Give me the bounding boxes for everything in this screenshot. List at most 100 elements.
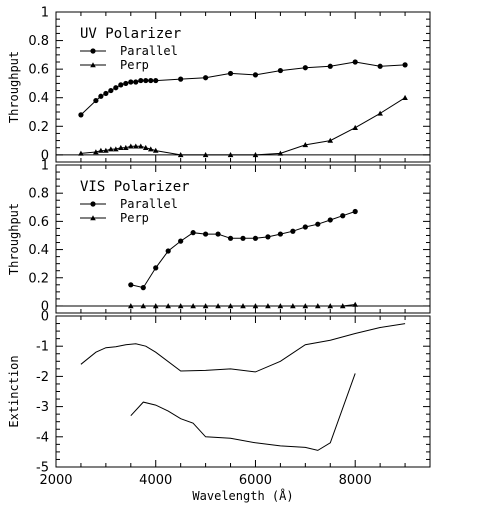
y-tick-label: 0.8 — [28, 34, 49, 49]
data-point — [252, 152, 259, 158]
data-point — [93, 149, 99, 155]
data-point — [78, 150, 84, 156]
data-point — [178, 238, 184, 244]
data-point — [215, 303, 221, 309]
data-point — [265, 303, 271, 309]
series-2 — [128, 301, 358, 309]
data-point — [123, 80, 129, 87]
series-1 — [78, 59, 408, 118]
y-tick-label: 0.2 — [28, 271, 49, 286]
data-point — [138, 77, 144, 84]
data-point — [118, 82, 124, 88]
data-point — [202, 303, 209, 309]
legend-marker — [90, 201, 96, 207]
data-point — [177, 152, 184, 158]
y-axis-label: Extinction — [7, 355, 21, 427]
data-point — [177, 303, 184, 309]
data-point — [302, 224, 308, 230]
y-tick-label: 0.4 — [28, 243, 49, 258]
y-tick-label: 0 — [41, 299, 49, 314]
series-line — [80, 323, 406, 373]
data-point — [190, 230, 196, 236]
data-point — [103, 90, 109, 97]
data-point — [113, 146, 119, 152]
data-point — [227, 70, 234, 77]
data-point — [178, 76, 184, 82]
data-point — [227, 152, 234, 158]
data-point — [402, 62, 408, 68]
legend-marker — [90, 48, 96, 54]
data-point — [377, 63, 383, 69]
y-axis-label: Throughput — [7, 51, 21, 123]
series-1 — [80, 323, 406, 373]
data-point — [327, 303, 334, 309]
legend-marker — [90, 215, 96, 221]
data-point — [118, 144, 124, 150]
data-point — [140, 285, 146, 291]
plot-frame — [55, 164, 431, 314]
data-point — [128, 79, 134, 85]
data-point — [315, 303, 321, 309]
data-point — [140, 303, 147, 309]
series-1 — [128, 208, 358, 291]
data-point — [240, 303, 246, 309]
data-point — [302, 303, 309, 309]
x-tick-label: 2000 — [39, 473, 72, 488]
data-point — [128, 143, 134, 149]
data-point — [352, 208, 358, 215]
x-axis-label: Wavelength (Å) — [192, 488, 293, 503]
data-point — [108, 146, 114, 152]
data-point — [78, 112, 84, 118]
uv-polarizer-panel: 0 0.2 0.4 0.6 0.8 1 Throughput UV Polarizer Para… — [7, 6, 431, 163]
data-point — [103, 147, 109, 153]
series-2 — [78, 94, 408, 158]
y-tick-label: 0 — [41, 310, 49, 325]
legend-marker — [90, 62, 96, 68]
data-point — [277, 231, 283, 237]
data-point — [252, 72, 259, 78]
y-axis-label: Throughput — [7, 203, 21, 275]
y-tick-label: -4 — [36, 430, 49, 445]
data-point — [277, 67, 283, 74]
y-tick-label: 1 — [41, 159, 49, 174]
data-point — [148, 77, 154, 84]
data-point — [203, 231, 209, 237]
x-tick-label: 6000 — [239, 473, 272, 488]
data-point — [98, 93, 104, 99]
data-point — [377, 110, 383, 116]
data-point — [128, 282, 134, 288]
data-point — [327, 217, 333, 223]
series-line — [130, 211, 356, 289]
data-point — [165, 303, 171, 309]
y-tick-label: 0 — [41, 148, 49, 163]
data-point — [302, 142, 309, 148]
data-point — [147, 146, 154, 152]
y-tick-label: 0.4 — [28, 91, 49, 106]
plot-frame — [55, 11, 431, 163]
data-point — [339, 303, 346, 309]
data-point — [302, 65, 308, 71]
data-point — [132, 143, 139, 149]
data-point — [240, 235, 246, 241]
panel-title: UV Polarizer — [80, 26, 181, 42]
legend-label: Parallel — [120, 197, 178, 211]
data-point — [227, 303, 234, 309]
data-point — [113, 85, 119, 91]
legend-label: Perp — [120, 211, 149, 225]
data-point — [152, 303, 159, 309]
data-point — [252, 303, 259, 309]
extinction-panel: -5 -4 -3 -2 -1 0 2000 4000 6000 8000 Wavelength (Å… — [7, 310, 431, 503]
data-point — [327, 137, 334, 143]
data-point — [123, 144, 129, 150]
data-point — [202, 152, 209, 158]
data-point — [290, 228, 296, 234]
data-point — [402, 94, 408, 100]
data-point — [290, 303, 296, 309]
vis-polarizer-panel: 0 0.2 0.4 0.6 0.8 1 Throughput VIS Polarizer Par… — [7, 159, 431, 314]
legend-label: Perp — [120, 58, 149, 72]
y-tick-label: 0.6 — [28, 63, 49, 78]
y-tick-label: -3 — [36, 400, 49, 415]
data-point — [137, 143, 144, 149]
data-point — [252, 235, 259, 241]
